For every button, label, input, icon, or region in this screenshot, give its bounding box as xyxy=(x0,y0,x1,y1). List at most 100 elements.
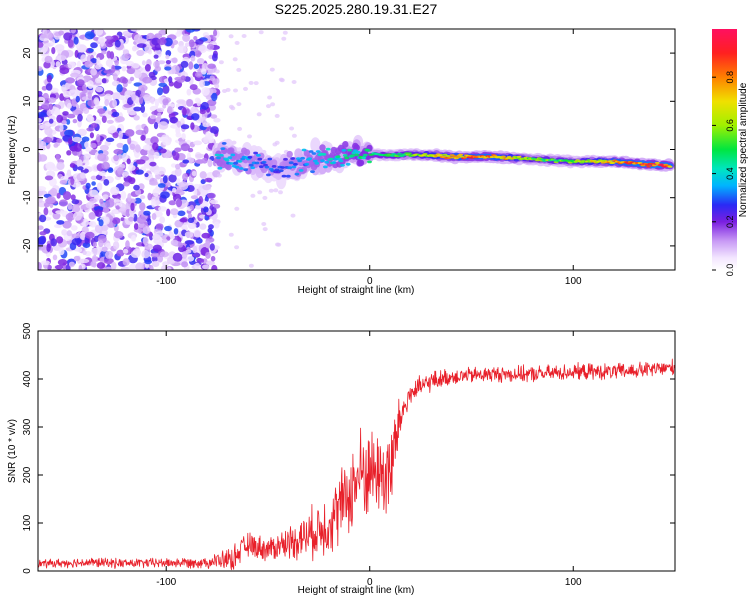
signal-mark xyxy=(315,150,321,153)
noise-blob xyxy=(85,147,92,152)
signal-mark xyxy=(228,147,235,155)
noise-blob xyxy=(101,161,110,170)
noise-blob xyxy=(158,148,167,154)
noise-blob xyxy=(172,151,180,161)
noise-blob xyxy=(290,213,296,218)
noise-blob xyxy=(50,238,57,247)
noise-blob xyxy=(70,194,76,201)
noise-blob xyxy=(108,198,114,203)
noise-blob xyxy=(166,266,172,270)
noise-blob xyxy=(188,61,194,70)
signal-mark xyxy=(267,157,273,161)
signal-mark xyxy=(258,165,264,169)
noise-blob xyxy=(281,36,287,41)
noise-blob xyxy=(272,142,278,147)
noise-blob xyxy=(162,261,170,267)
noise-blob xyxy=(138,222,146,229)
noise-blob xyxy=(289,126,295,131)
noise-blob xyxy=(141,250,150,259)
signal-mark xyxy=(243,168,249,172)
noise-blob xyxy=(153,122,159,130)
noise-blob xyxy=(131,93,137,102)
noise-blob xyxy=(182,159,190,164)
noise-blob xyxy=(168,76,173,83)
noise-blob xyxy=(73,255,81,262)
noise-blob xyxy=(38,96,46,105)
signal-mark xyxy=(323,165,328,169)
noise-blob xyxy=(46,243,51,252)
noise-blob xyxy=(186,99,194,107)
noise-blob xyxy=(101,50,107,55)
noise-blob xyxy=(129,76,135,82)
noise-blob xyxy=(162,139,172,146)
signal-mark xyxy=(225,163,232,171)
noise-blob xyxy=(86,115,95,123)
noise-blob xyxy=(140,134,146,141)
noise-blob xyxy=(157,37,167,46)
noise-blob xyxy=(149,181,159,186)
noise-blob xyxy=(54,264,64,270)
noise-blob xyxy=(95,86,104,93)
noise-blob xyxy=(112,132,119,139)
noise-blob xyxy=(115,116,125,123)
noise-blob xyxy=(94,29,104,36)
noise-blob xyxy=(205,240,211,249)
noise-blob xyxy=(76,79,85,87)
signal-mark xyxy=(217,166,223,170)
noise-blob xyxy=(89,198,97,204)
noise-blob xyxy=(152,188,160,197)
noise-blob xyxy=(62,220,72,229)
noise-blob xyxy=(39,231,47,236)
noise-blob xyxy=(39,214,47,223)
noise-blob xyxy=(85,182,91,190)
noise-blob xyxy=(172,187,177,193)
signal-mark xyxy=(319,144,326,152)
signal-mark xyxy=(280,166,285,169)
noise-blob xyxy=(253,81,259,86)
signal-mark xyxy=(462,156,468,159)
noise-blob xyxy=(282,30,288,35)
noise-blob xyxy=(88,212,96,220)
signal-mark xyxy=(224,158,230,162)
signal-mark xyxy=(227,156,233,160)
noise-blob xyxy=(38,154,48,162)
noise-blob xyxy=(142,144,152,151)
noise-blob xyxy=(205,251,211,259)
noise-blob xyxy=(107,168,114,173)
signal-mark xyxy=(300,156,305,160)
signal-mark xyxy=(294,172,300,176)
signal-mark xyxy=(325,147,331,151)
noise-blob xyxy=(95,209,103,217)
noise-blob xyxy=(190,55,196,62)
noise-blob xyxy=(190,122,195,130)
noise-blob xyxy=(153,169,160,175)
noise-blob xyxy=(90,68,97,76)
noise-blob xyxy=(94,63,102,70)
noise-blob xyxy=(175,132,182,138)
noise-blob xyxy=(40,260,51,266)
noise-blob xyxy=(66,230,73,237)
y-tick-label: 0 xyxy=(22,146,33,152)
noise-blob xyxy=(77,128,87,137)
noise-blob xyxy=(82,84,87,92)
noise-blob xyxy=(210,255,216,262)
y-tick-label: 300 xyxy=(22,418,33,435)
noise-blob xyxy=(193,63,200,70)
noise-blob xyxy=(119,95,125,101)
noise-blob xyxy=(67,61,76,69)
noise-blob xyxy=(52,254,58,261)
noise-blob xyxy=(181,261,189,268)
noise-blob xyxy=(159,216,166,224)
colorbar-tick-label: 0.4 xyxy=(725,167,735,180)
noise-blob xyxy=(175,163,181,170)
noise-blob xyxy=(241,34,247,38)
noise-blob xyxy=(208,224,214,230)
noise-blob xyxy=(132,45,137,52)
noise-blob xyxy=(182,173,188,181)
signal-mark xyxy=(458,153,464,156)
noise-blob xyxy=(38,186,47,192)
noise-blob xyxy=(216,173,222,178)
signal-mark xyxy=(361,156,367,160)
noise-blob xyxy=(189,204,194,210)
signal-mark xyxy=(646,165,652,168)
